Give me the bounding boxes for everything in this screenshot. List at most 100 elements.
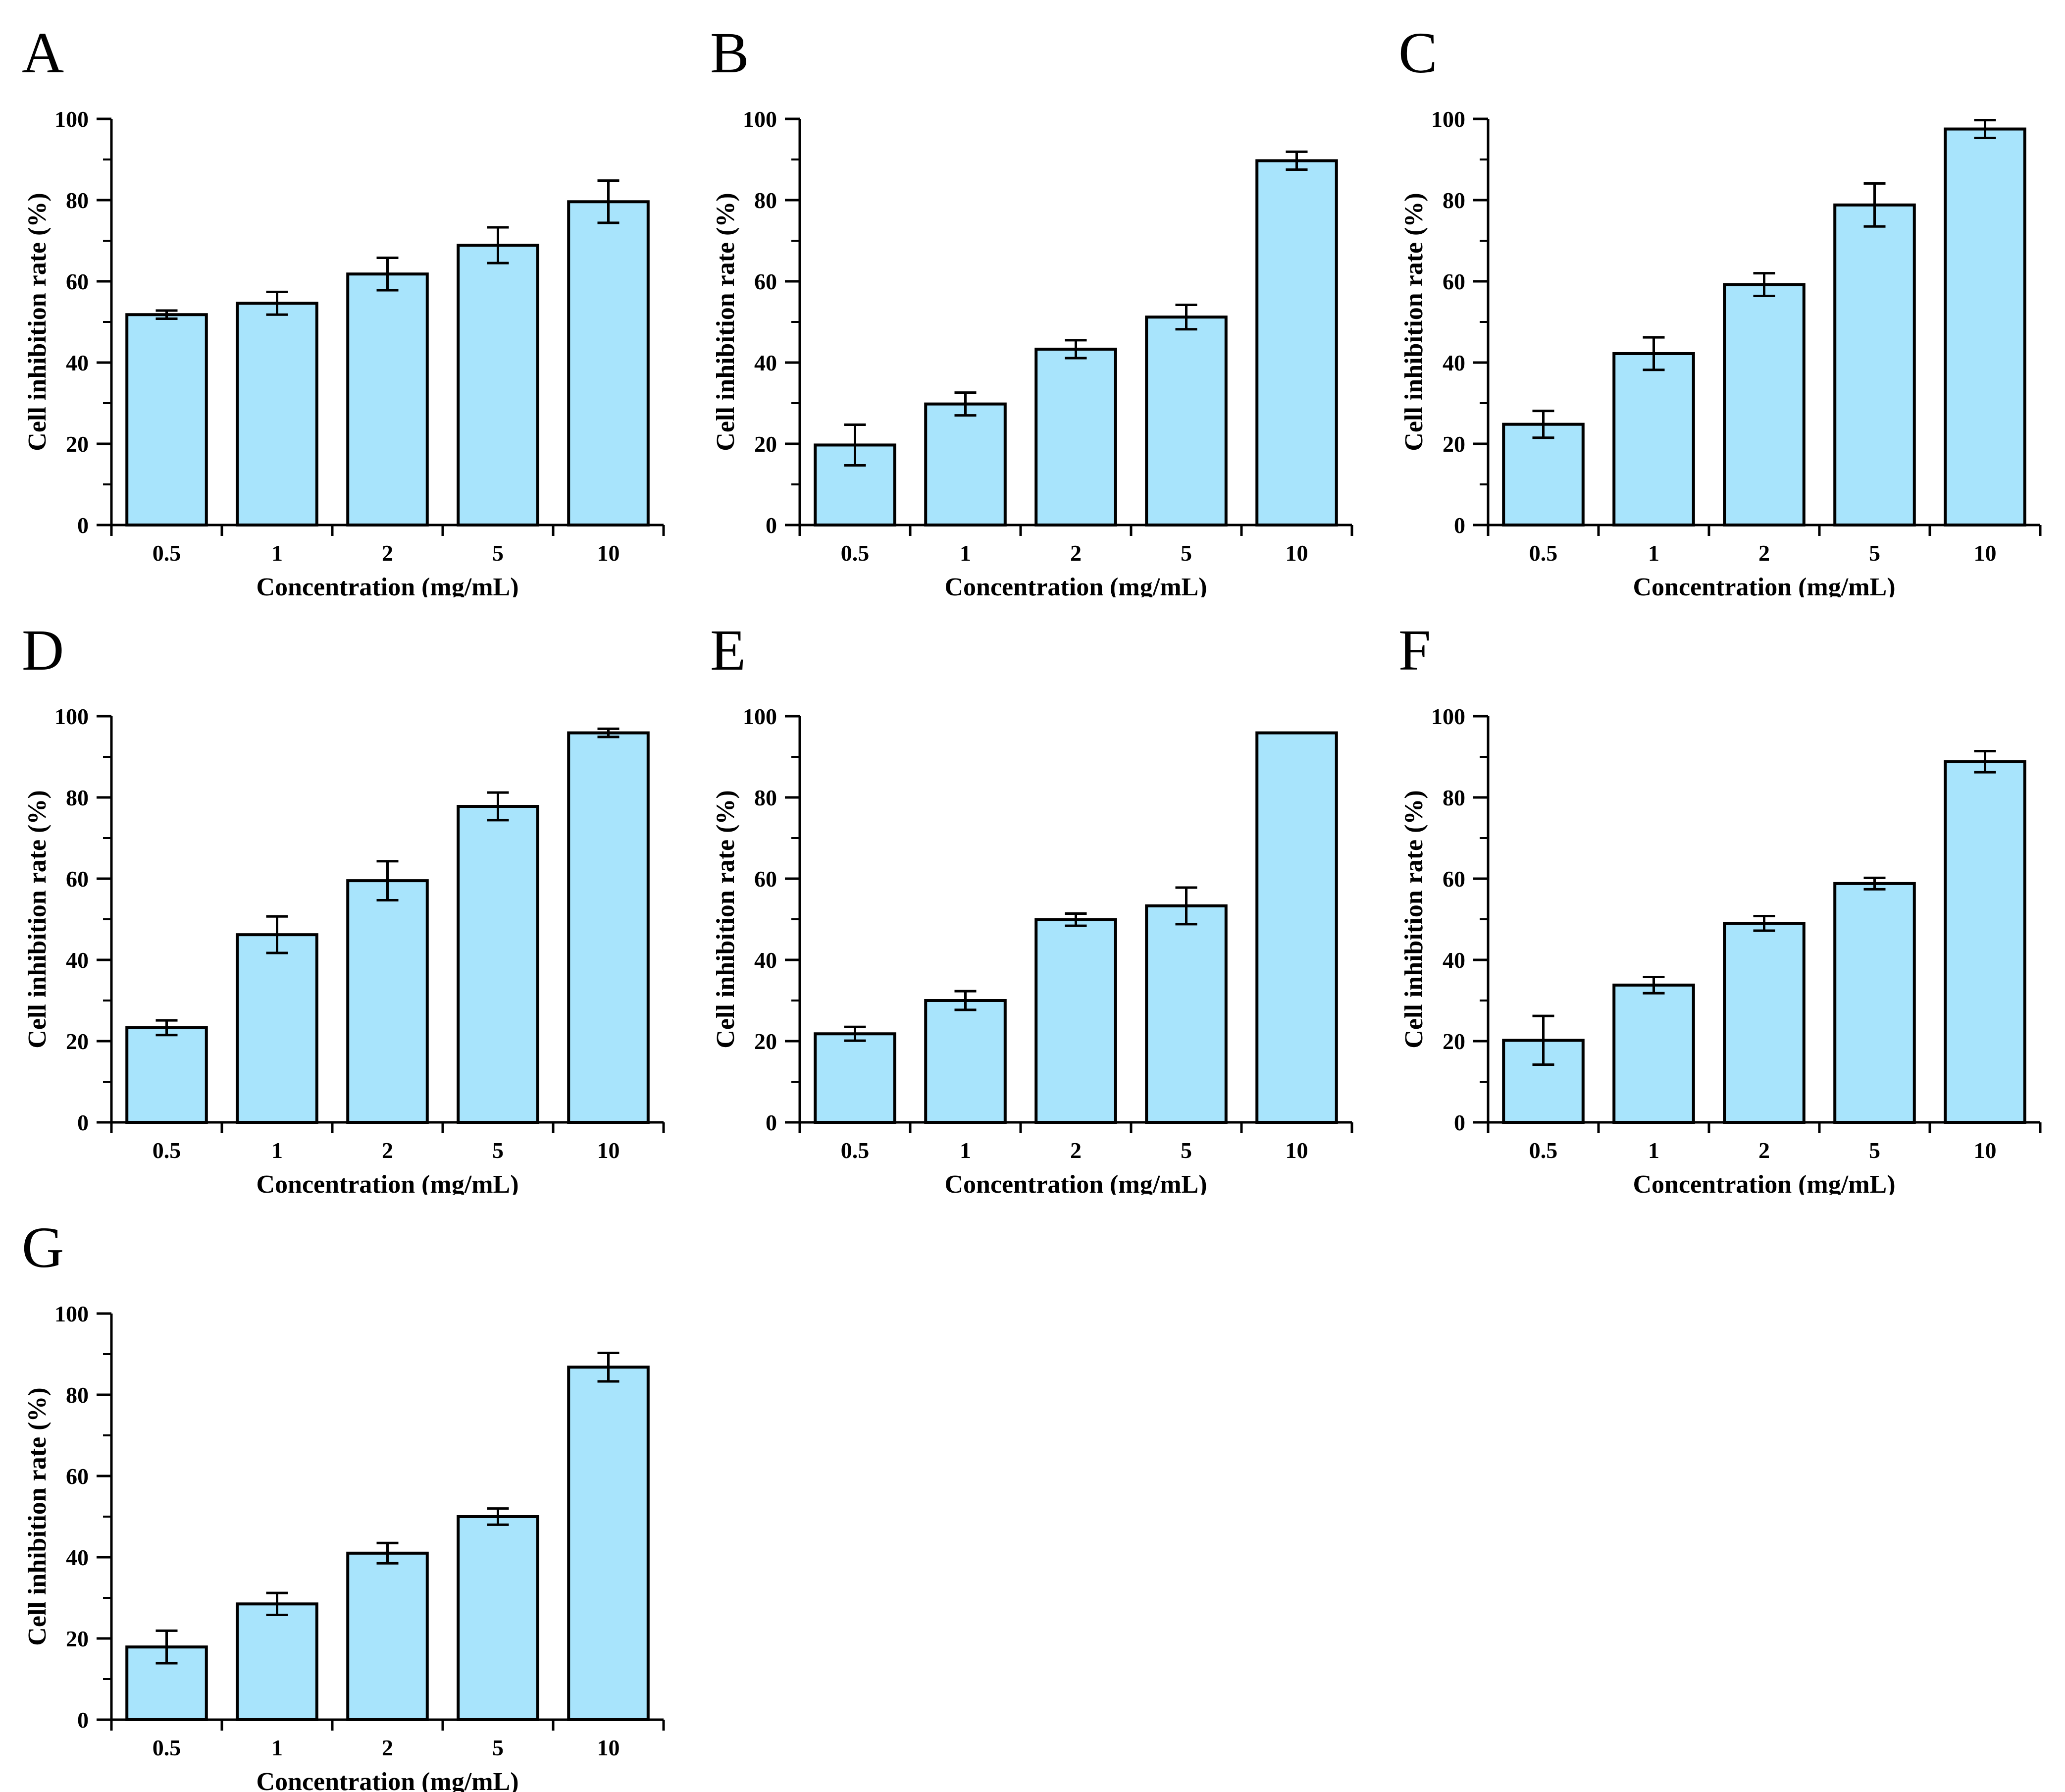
y-tick-label: 40 [66,1545,89,1570]
bar-chart-G: 0 20 40 60 80 100 0.5 1 2 5 10 Concentration (mg/mL… [0,1195,688,1792]
y-tick-label: 20 [66,1626,89,1651]
y-tick-label: 60 [66,269,89,294]
x-tick-label: 1 [960,1138,971,1163]
x-tick-label: 0.5 [153,1138,181,1163]
x-axis-title: Concentration (mg/mL) [1633,1170,1895,1195]
y-tick-label: 60 [66,1464,89,1489]
bar [1944,127,2026,527]
y-tick-label: 0 [766,1110,777,1135]
panel-letter-A: A [22,20,64,85]
bar [814,1032,896,1124]
bar-chart-F: 0 20 40 60 80 100 0.5 1 2 5 10 Concentration (mg/mL… [1377,597,2065,1195]
x-tick-label: 0.5 [153,540,181,566]
x-axis-title: Concentration (mg/mL) [944,1170,1207,1195]
bar [236,302,318,527]
bar [346,1551,429,1721]
bar [125,313,208,527]
y-tick-label: 0 [766,513,777,538]
bar [457,244,539,527]
x-tick-label: 2 [1758,1138,1770,1163]
bar [1255,159,1338,527]
y-tick-label: 60 [754,866,777,892]
y-tick-label: 40 [754,948,777,973]
bar [1723,922,1806,1124]
bar [125,1026,208,1124]
panel-F: F 0 20 40 60 80 100 0.5 1 2 5 10 Concentration (mg/… [1377,597,2065,1195]
bar [567,1366,650,1721]
y-tick-label: 20 [66,431,89,457]
x-tick-label: 5 [492,540,504,566]
bar [1145,904,1228,1124]
y-tick-label: 40 [754,350,777,375]
x-tick-label: 5 [1181,540,1192,566]
y-tick-label: 0 [77,1110,89,1135]
x-tick-label: 2 [382,540,393,566]
y-tick-label: 40 [1443,350,1465,375]
bar-chart-svg: 0 20 40 60 80 100 0.5 1 2 5 10 Concentration (mg/mL… [23,1301,665,1792]
x-tick-label: 2 [1758,540,1770,566]
y-tick-label: 100 [54,704,89,729]
y-axis-title: Cell inhibition rate (%) [23,193,52,451]
x-tick-label: 2 [1070,540,1082,566]
x-tick-label: 1 [1648,1138,1659,1163]
x-tick-label: 0.5 [1529,540,1558,566]
x-tick-label: 1 [960,540,971,566]
x-tick-label: 5 [492,1138,504,1163]
x-tick-label: 10 [1974,1138,1997,1163]
x-tick-label: 0.5 [153,1735,181,1760]
bar-chart-C: 0 20 40 60 80 100 0.5 1 2 5 10 Concentration (mg/mL… [1377,0,2065,597]
y-tick-label: 80 [754,785,777,810]
bar [1612,983,1695,1124]
x-tick-label: 10 [1974,540,1997,566]
y-axis-title: Cell inhibition rate (%) [712,790,740,1048]
bar [1145,316,1228,527]
panel-A: A 0 20 40 60 80 100 0.5 1 2 5 10 Concentration (mg/… [0,0,688,597]
y-tick-label: 100 [743,704,777,729]
bar-chart-A: 0 20 40 60 80 100 0.5 1 2 5 10 Concentration (mg/mL… [0,0,688,597]
y-tick-label: 20 [754,1029,777,1054]
x-tick-label: 5 [492,1735,504,1760]
bar [1255,731,1338,1124]
bar-chart-E: 0 20 40 60 80 100 0.5 1 2 5 10 Concentration (mg/mL… [688,597,1377,1195]
x-tick-label: 1 [271,1735,283,1760]
y-tick-label: 20 [66,1029,89,1054]
y-tick-label: 0 [1454,1110,1465,1135]
x-tick-label: 1 [1648,540,1659,566]
x-tick-label: 0.5 [841,540,870,566]
x-axis-title: Concentration (mg/mL) [256,1768,518,1792]
bar [924,999,1007,1124]
bar-chart-svg: 0 20 40 60 80 100 0.5 1 2 5 10 Concentration (mg/mL… [712,704,1353,1195]
bar [236,1602,318,1721]
bar [1034,918,1117,1124]
x-tick-label: 0.5 [1529,1138,1558,1163]
y-tick-label: 100 [54,106,89,132]
bar [1502,422,1585,527]
y-tick-label: 80 [66,188,89,213]
y-tick-label: 20 [754,431,777,457]
x-tick-label: 10 [597,540,620,566]
bar [1612,352,1695,527]
y-tick-label: 100 [54,1301,89,1326]
y-axis-title: Cell inhibition rate (%) [23,790,52,1048]
x-axis-title: Concentration (mg/mL) [256,573,518,597]
panel-letter-C: C [1398,20,1438,85]
x-tick-label: 5 [1869,540,1880,566]
y-tick-label: 80 [1443,785,1465,810]
bar-chart-svg: 0 20 40 60 80 100 0.5 1 2 5 10 Concentration (mg/mL… [23,704,665,1195]
y-tick-label: 60 [1443,866,1465,892]
bar-chart-svg: 0 20 40 60 80 100 0.5 1 2 5 10 Concentration (mg/mL… [712,106,1353,597]
y-tick-label: 60 [1443,269,1465,294]
panel-D: D 0 20 40 60 80 100 0.5 1 2 5 10 Concentration (mg/… [0,597,688,1195]
y-tick-label: 80 [66,785,89,810]
y-tick-label: 0 [77,513,89,538]
y-tick-label: 20 [1443,1029,1465,1054]
y-tick-label: 20 [1443,431,1465,457]
x-tick-label: 10 [1286,540,1308,566]
panel-letter-E: E [710,618,746,683]
bar [346,272,429,527]
x-tick-label: 0.5 [841,1138,870,1163]
x-tick-label: 5 [1181,1138,1192,1163]
bar [1034,347,1117,527]
y-tick-label: 60 [66,866,89,892]
